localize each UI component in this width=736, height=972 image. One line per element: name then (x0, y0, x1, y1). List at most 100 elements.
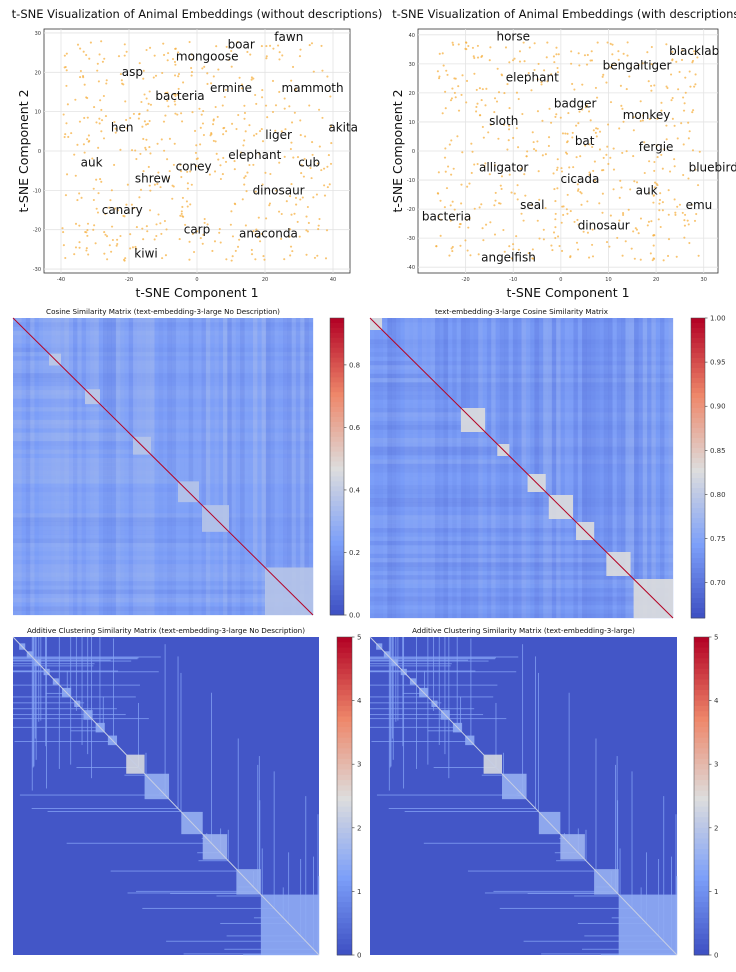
scatter-point (260, 232, 263, 235)
scatter-point (682, 96, 685, 99)
heatmap-row-band (370, 575, 673, 580)
scatter-point (125, 118, 128, 122)
scatter-point (658, 202, 661, 205)
scatter-point (437, 171, 440, 174)
scatter-point (108, 206, 111, 209)
scatter-point (695, 212, 698, 216)
heatmap-column-band (94, 318, 100, 615)
scatter-point (453, 208, 456, 211)
colorbar-segment (330, 446, 344, 453)
heatmap-row-band (370, 613, 673, 619)
scatter-point (554, 212, 557, 215)
scatter-point (211, 249, 214, 253)
scatter-point (179, 214, 182, 217)
colorbar-segment (330, 555, 344, 561)
scatter-point (110, 225, 114, 228)
colorbar-segment (337, 912, 352, 919)
x-tick-label: 0 (195, 277, 198, 283)
scatter-point (503, 92, 506, 95)
scatter-point (656, 117, 659, 120)
scatter-point (678, 70, 681, 74)
scatter-point (70, 132, 73, 135)
scatter-point (174, 63, 177, 66)
heatmap-column-band (504, 318, 509, 618)
scatter-point (114, 131, 117, 134)
scatter-point (298, 55, 302, 58)
scatter-point (188, 258, 191, 261)
scatter-point (262, 255, 265, 258)
heatmap-column-band (421, 318, 427, 618)
colorbar-segment (694, 822, 709, 829)
colorbar-segment (694, 838, 709, 845)
y-tick-label: 40 (409, 33, 415, 39)
heatmap-row-band (370, 657, 497, 659)
heatmap-row-band (13, 714, 126, 716)
heatmap-column-band (214, 318, 220, 615)
scatter-point (496, 67, 499, 70)
colorbar-segment (330, 421, 344, 428)
scatter-point (302, 175, 305, 178)
heatmap-column-band (164, 644, 166, 795)
colorbar-tick-label: 1.00 (710, 315, 726, 323)
colorbar-segment (337, 902, 352, 908)
scatter-point (502, 228, 505, 232)
scatter-point (185, 200, 188, 203)
colorbar-segment (330, 441, 344, 448)
scatter-point (571, 82, 574, 85)
heatmap-row-band (370, 702, 442, 704)
colorbar-segment (337, 716, 352, 723)
scatter-point (588, 173, 591, 176)
scatter-point (320, 169, 323, 172)
colorbar-segment (337, 690, 352, 696)
heatmap-row-band (527, 893, 618, 894)
heatmap-row-band (484, 892, 617, 894)
scatter-point (532, 141, 535, 144)
scatter-point (482, 239, 485, 242)
scatter-point (116, 238, 119, 241)
y-tick-label: 20 (35, 70, 41, 76)
scatter-point (524, 194, 527, 197)
scatter-point (283, 97, 286, 100)
scatter-point (647, 80, 650, 83)
colorbar-segment (691, 468, 705, 474)
point-annotation: bacteria (422, 210, 471, 224)
point-annotation: anaconda (239, 227, 298, 241)
scatter-point (230, 259, 233, 262)
colorbar-frame (690, 317, 706, 619)
scatter-point (538, 198, 541, 201)
colorbar-segment (337, 658, 352, 664)
scatter-point (137, 117, 140, 120)
scatter-point (215, 152, 218, 155)
scatter-point (527, 252, 530, 255)
scatter-point (202, 133, 205, 137)
y-tick-label: -20 (407, 207, 415, 213)
scatter-point (641, 119, 644, 122)
scatter-point (565, 152, 569, 155)
scatter-point (457, 109, 461, 112)
heatmap-column-band (163, 318, 168, 615)
scatter-point (650, 89, 653, 92)
heatmap-column-band (40, 637, 42, 721)
scatter-point (465, 41, 468, 44)
scatter-point (234, 203, 237, 206)
y-tick-label: 30 (409, 62, 415, 68)
heatmap-row-band (499, 907, 632, 909)
colorbar-segment (691, 603, 705, 609)
scatter-point (240, 151, 243, 154)
scatter-point (559, 116, 562, 119)
heatmap-column-band (387, 318, 392, 618)
x-tick-label: 40 (330, 277, 336, 283)
heatmap-row-band (166, 940, 306, 942)
scatter-point (450, 247, 453, 250)
heatmap-row-band (370, 545, 673, 550)
colorbar-segment (337, 711, 352, 717)
heatmap-row-band (556, 860, 586, 862)
heatmap-row-band (370, 600, 673, 606)
heatmap-title: Cosine Similarity Matrix (text-embedding… (46, 307, 280, 316)
heatmap-row-band (13, 659, 111, 661)
scatter-point (622, 120, 625, 123)
heatmap-row-band (370, 718, 507, 720)
scatter-point (311, 153, 314, 156)
colorbar-segment (330, 525, 344, 532)
scatter-point (87, 253, 90, 256)
